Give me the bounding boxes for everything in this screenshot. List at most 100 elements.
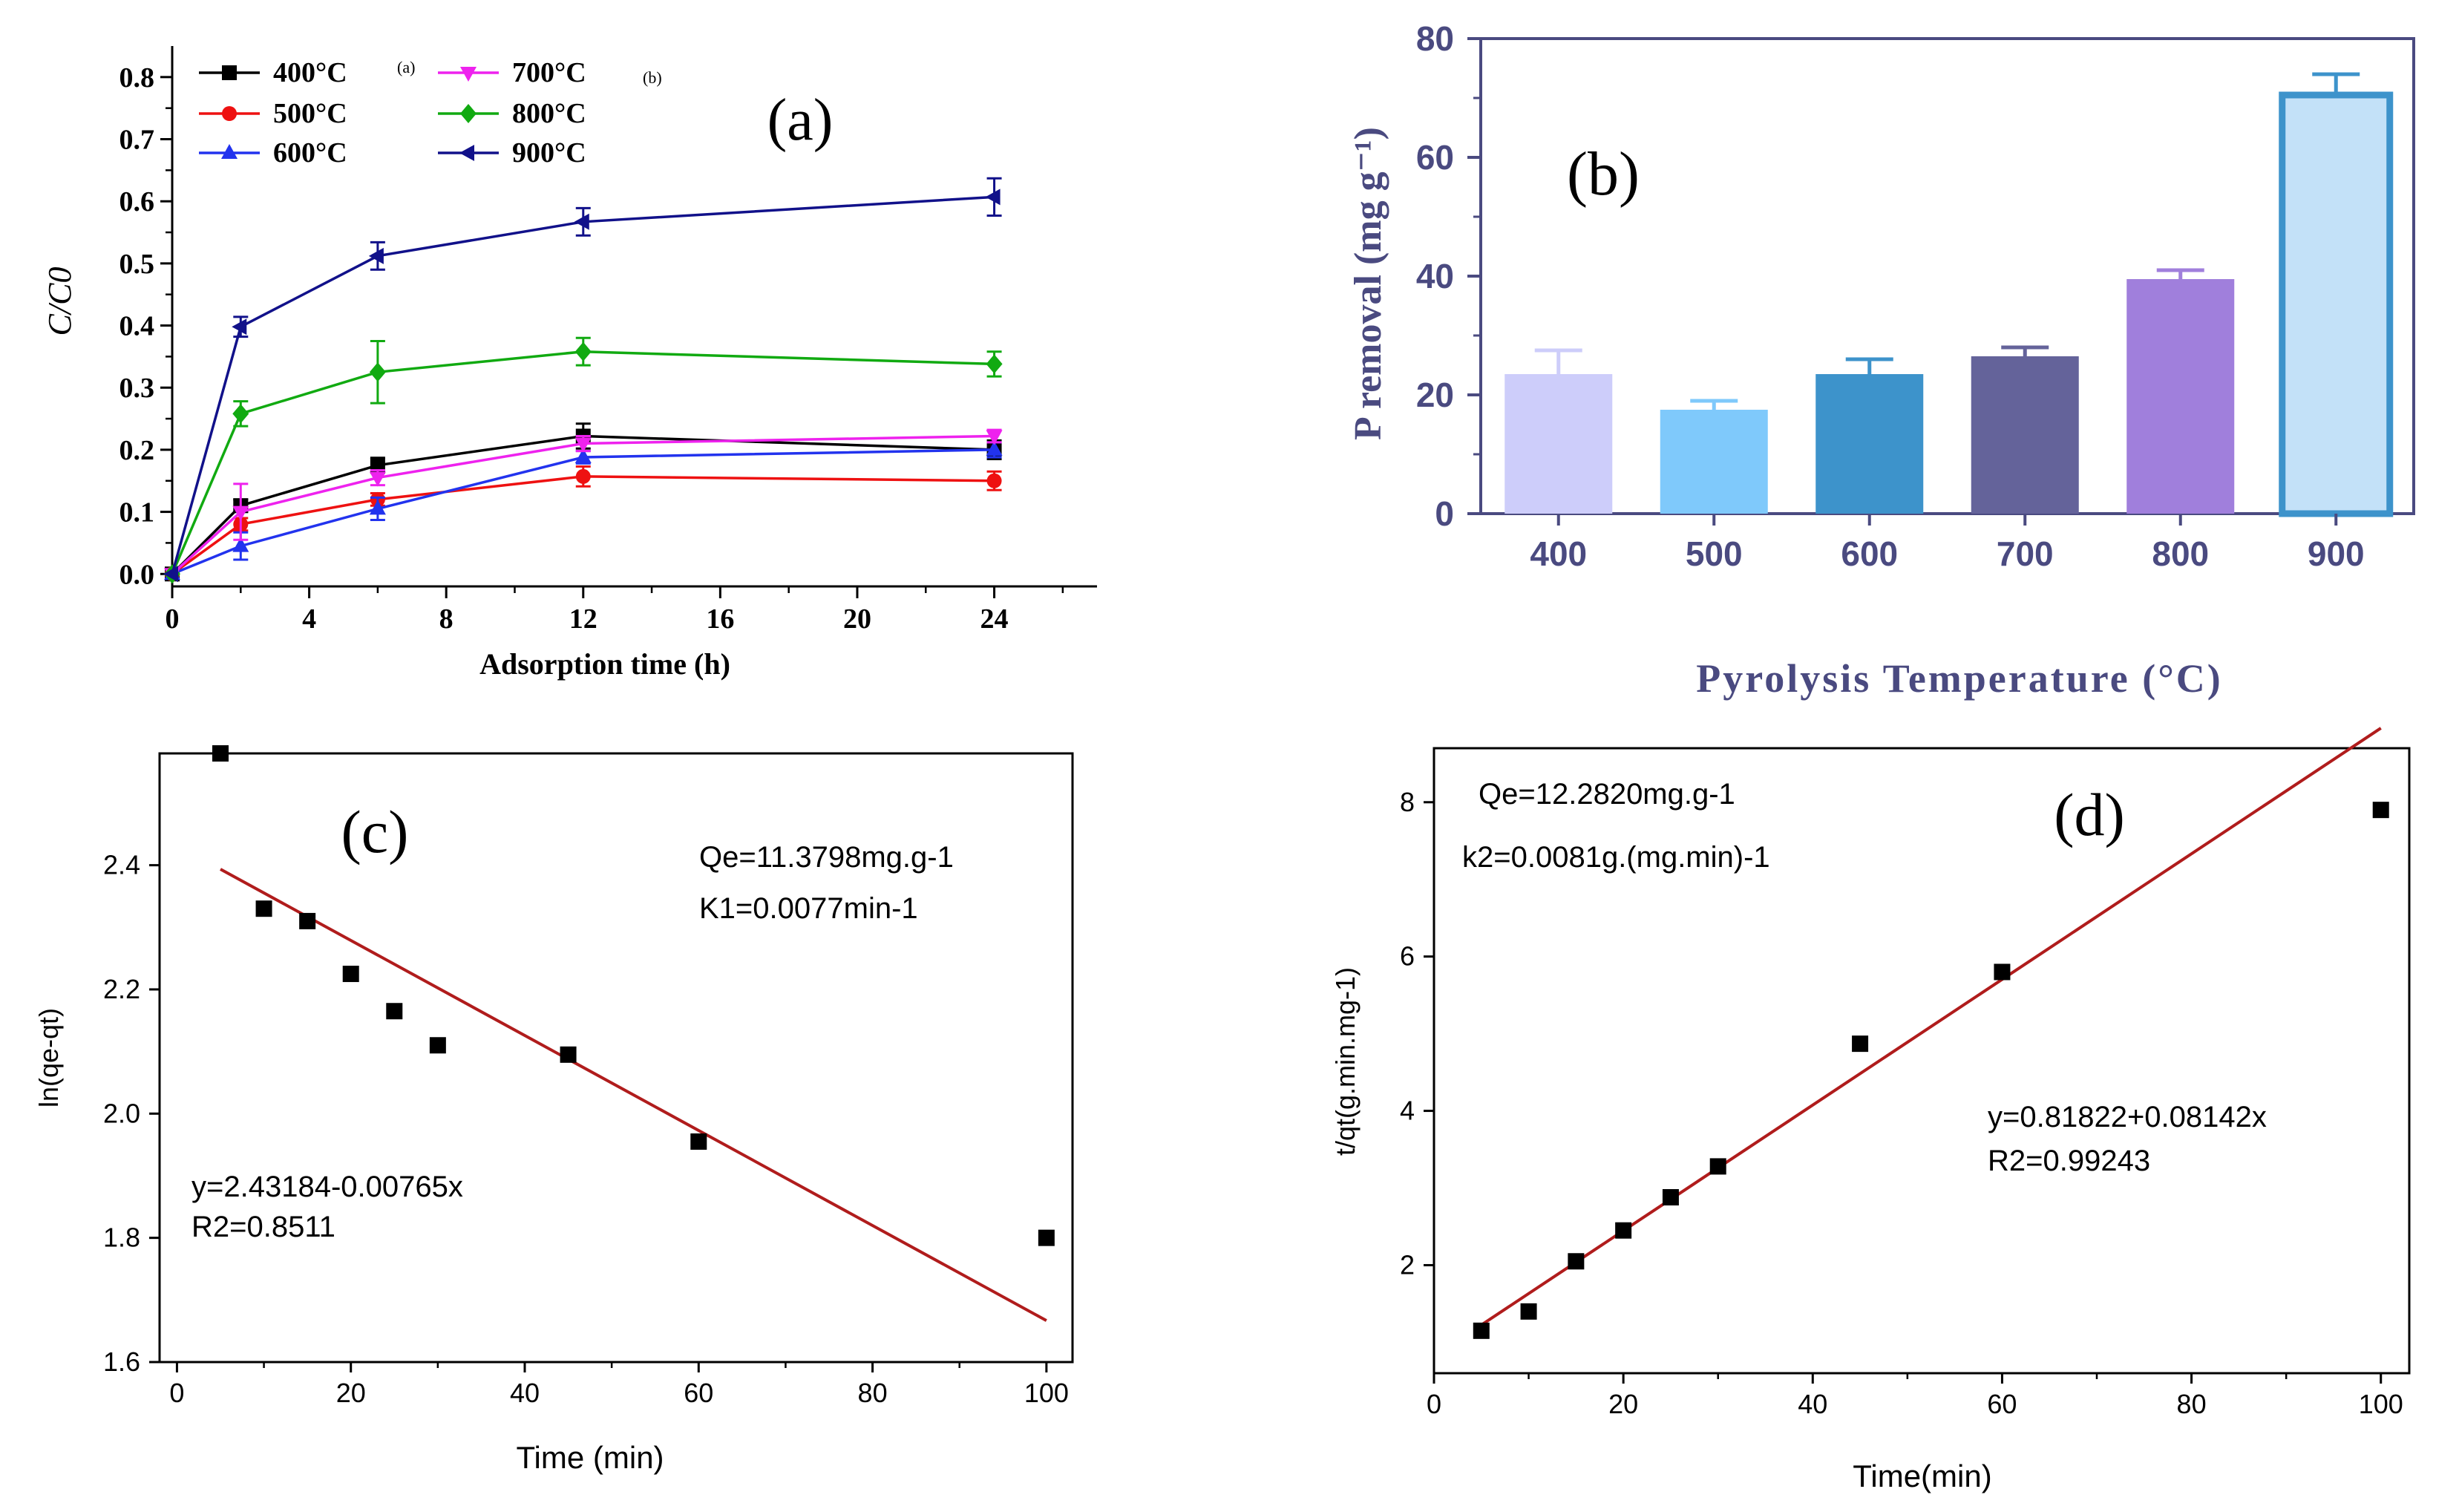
y-axis-title: ln(qe-qt) (33, 1008, 64, 1107)
data-point (1038, 1229, 1055, 1246)
data-point (368, 247, 384, 264)
bar-500 (1660, 410, 1768, 514)
x-tick-label: 60 (1987, 1389, 2017, 1419)
plot-frame (158, 752, 1074, 1364)
data-point (986, 440, 1003, 456)
data-point (575, 468, 591, 484)
legend-label: 900°C (512, 137, 586, 168)
bar-800 (2126, 279, 2235, 514)
data-point (574, 448, 592, 463)
legend-marker (222, 65, 237, 80)
x-tick-label: 100 (2359, 1389, 2403, 1419)
legend-label: 600°C (273, 137, 347, 168)
y-tick-label: 0.3 (119, 373, 155, 404)
series-1 (165, 465, 1002, 582)
y-tick-label: 0.0 (119, 559, 155, 590)
y-tick-label: 60 (1416, 138, 1454, 177)
data-point (560, 1046, 577, 1063)
plot-frame (1432, 747, 2411, 1375)
x-tick-label: 80 (858, 1378, 888, 1408)
data-point (342, 966, 359, 983)
data-point (1615, 1222, 1632, 1239)
data-point (232, 318, 247, 336)
data-point (1709, 1158, 1726, 1175)
x-axis-title: Time(min) (1853, 1459, 1991, 1493)
legend-note: (b) (643, 68, 662, 87)
panel-label: (b) (1567, 140, 1640, 209)
data-point (1473, 1322, 1490, 1339)
data-point (369, 471, 386, 487)
x-axis-title: Adsorption time (h) (479, 647, 730, 681)
x-tick-label: 24 (980, 603, 1009, 635)
data-point (255, 900, 272, 917)
data-point (232, 537, 249, 552)
data-point (2372, 802, 2389, 819)
legend-marker (460, 104, 477, 123)
x-axis-title: Time (min) (516, 1440, 664, 1475)
x-tick-label: 8 (439, 603, 454, 635)
x-tick-label: 500 (1686, 534, 1743, 573)
series-5 (163, 177, 1002, 583)
y-tick-label: 8 (1400, 787, 1415, 817)
x-tick-label: 600 (1841, 534, 1898, 573)
x-tick-label: 700 (1997, 534, 2054, 573)
y-tick-label: 0.2 (119, 435, 155, 466)
legend-label: 400°C (273, 57, 347, 88)
panel-c-pseudo-first-order-plot: 0 20 40 60 80 100 1.6 1.8 2.0 2.2 2.4 Time (min) ln(… (33, 745, 1074, 1475)
annotation-k2: k2=0.0081g.(mg.min)-1 (1462, 841, 1770, 874)
data-point (299, 912, 316, 929)
panel-d-pseudo-second-order-plot: 0 20 40 60 80 100 2 4 6 8 Time(min) t/qt(g.min.mg-1… (1330, 727, 2411, 1493)
x-tick-label: 400 (1530, 534, 1587, 573)
legend-label: 800°C (512, 98, 586, 129)
data-point (370, 457, 385, 473)
panel-label: (c) (341, 798, 408, 865)
data-point (574, 437, 592, 453)
annotation-qe: Qe=12.2820mg.g-1 (1479, 778, 1735, 811)
y-tick-label: 20 (1416, 376, 1454, 414)
y-tick-label: 2.4 (103, 850, 140, 880)
x-tick-label: 20 (1608, 1389, 1638, 1419)
bar-400 (1504, 374, 1613, 514)
y-tick-label: 0.5 (119, 249, 155, 280)
data-point (212, 745, 229, 762)
data-point (574, 341, 592, 361)
data-point (1520, 1303, 1537, 1320)
x-tick-label: 80 (2177, 1389, 2207, 1419)
data-point (232, 404, 249, 424)
legend-marker (221, 144, 238, 159)
y-axis-title: C/C0 (42, 267, 78, 336)
y-tick-label: 0.7 (119, 125, 155, 156)
data-point (163, 566, 178, 583)
data-point (985, 189, 1001, 206)
x-tick-label: 60 (684, 1378, 713, 1408)
legend-label: 500°C (273, 98, 347, 129)
data-point (574, 213, 589, 230)
data-point (232, 505, 249, 521)
y-tick-label: 4 (1400, 1096, 1415, 1126)
annotation-qe: Qe=11.3798mg.g-1 (699, 841, 954, 874)
series-2 (164, 440, 1003, 580)
y-tick-label: 80 (1416, 19, 1454, 58)
panel-b-removal-bar-chart: 0 20 40 60 80 400 500 600 700 800 900 Pyrolysis Tem… (1347, 19, 2415, 701)
data-point (369, 500, 386, 515)
x-tick-label: 0 (169, 1378, 184, 1408)
x-tick-label: 16 (706, 603, 734, 635)
bar-900 (2279, 91, 2394, 517)
series-4 (164, 336, 1003, 584)
data-point (386, 1003, 403, 1020)
data-point (429, 1037, 446, 1054)
plot-frame (1479, 37, 2415, 515)
data-point (1994, 963, 2011, 981)
data-point (690, 1133, 707, 1150)
y-tick-label: 40 (1416, 257, 1454, 295)
y-tick-label: 2.0 (103, 1098, 140, 1128)
data-point (986, 354, 1003, 374)
annotation-equation: y=0.81822+0.08142x (1988, 1101, 2267, 1133)
data-point (1568, 1253, 1585, 1270)
legend-note: (a) (397, 58, 415, 76)
x-tick-label: 20 (336, 1378, 366, 1408)
bar-700 (1971, 356, 2079, 514)
x-tick-label: 800 (2152, 534, 2209, 573)
x-tick-label: 12 (569, 603, 597, 635)
annotation-r2: R2=0.99243 (1988, 1145, 2150, 1177)
